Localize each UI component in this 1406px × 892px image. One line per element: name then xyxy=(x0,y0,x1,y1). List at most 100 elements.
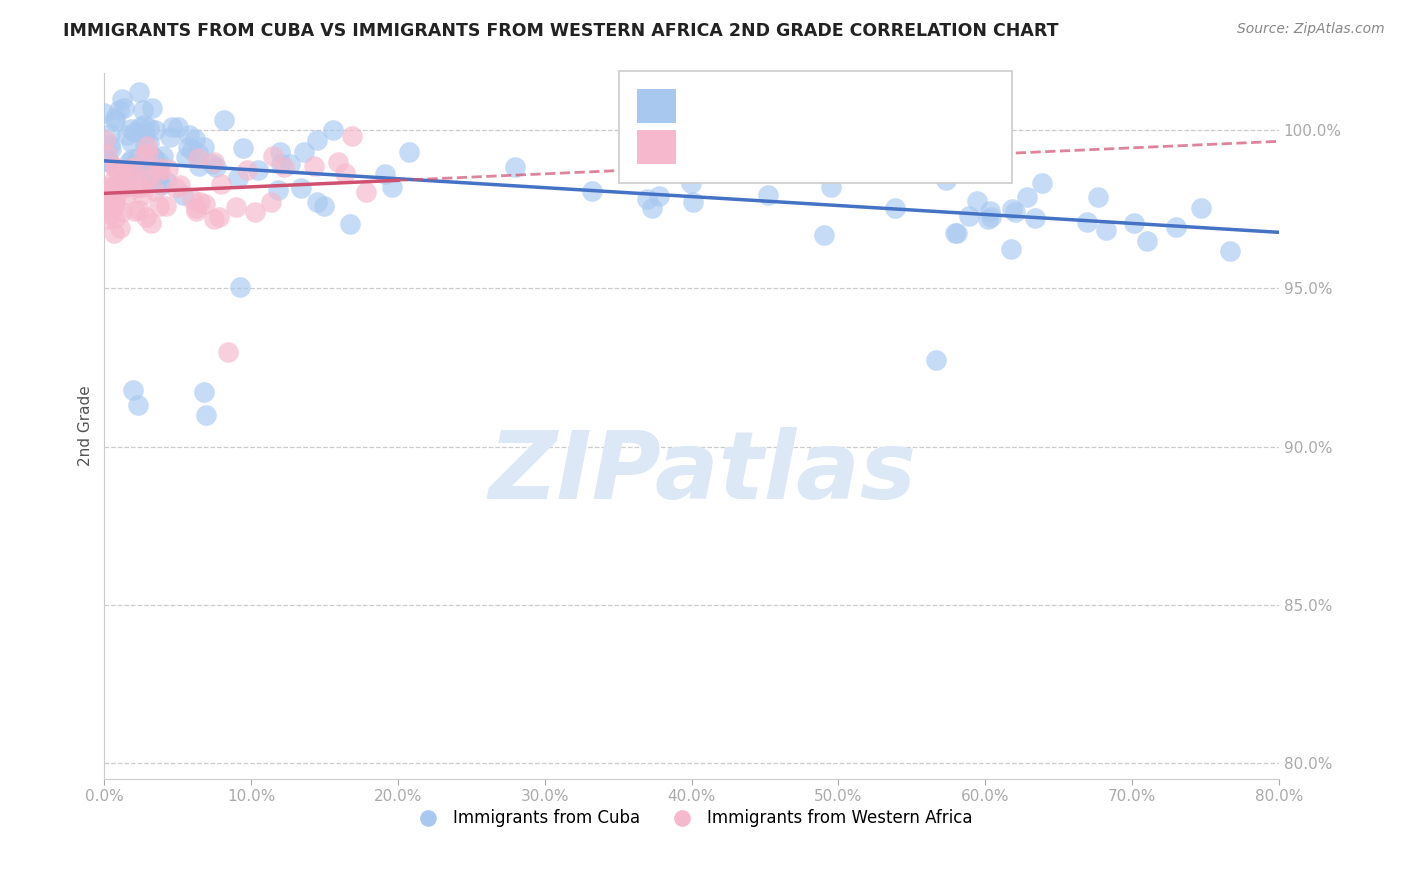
Point xyxy=(1024,211,1046,226)
Point xyxy=(980,211,1002,225)
Point xyxy=(107,172,129,186)
Text: IMMIGRANTS FROM CUBA VS IMMIGRANTS FROM WESTERN AFRICA 2ND GRADE CORRELATION CHA: IMMIGRANTS FROM CUBA VS IMMIGRANTS FROM … xyxy=(63,22,1059,40)
Point xyxy=(1000,202,1022,216)
Point xyxy=(135,171,157,186)
Point xyxy=(94,197,117,211)
Point xyxy=(648,189,671,203)
Point xyxy=(121,165,143,179)
Point xyxy=(187,145,209,160)
Point xyxy=(201,157,224,171)
Point xyxy=(127,397,149,411)
Point xyxy=(381,180,404,194)
Point xyxy=(132,118,155,132)
Point xyxy=(177,139,200,153)
Point xyxy=(172,188,194,202)
Point xyxy=(138,121,160,136)
Point xyxy=(167,120,190,134)
Point xyxy=(1095,223,1118,237)
Point xyxy=(155,199,177,213)
Text: R =: R = xyxy=(685,97,724,115)
Text: N =: N = xyxy=(790,97,842,115)
Point xyxy=(134,128,156,142)
Text: 0.211: 0.211 xyxy=(724,139,782,157)
Point xyxy=(184,131,207,145)
Point xyxy=(503,160,526,174)
Point xyxy=(120,161,142,176)
Point xyxy=(339,217,361,231)
Point xyxy=(121,152,143,166)
Point xyxy=(398,145,420,159)
Point xyxy=(187,151,209,165)
Point xyxy=(139,169,162,183)
Point xyxy=(228,279,250,293)
Text: 75: 75 xyxy=(831,139,853,157)
Point xyxy=(103,173,125,187)
Point xyxy=(202,212,225,227)
Point xyxy=(135,139,157,153)
Point xyxy=(141,159,163,173)
Point xyxy=(104,182,127,196)
Point xyxy=(236,162,259,177)
Point xyxy=(104,161,127,175)
Point xyxy=(976,212,998,227)
Point xyxy=(292,145,315,159)
Point xyxy=(148,173,170,187)
Point xyxy=(148,164,170,178)
Point xyxy=(1087,189,1109,203)
Point xyxy=(340,128,363,143)
Point xyxy=(184,204,207,219)
Point xyxy=(104,199,127,213)
Point xyxy=(209,178,232,192)
Point xyxy=(983,165,1005,179)
Point xyxy=(756,188,779,202)
Text: 125: 125 xyxy=(831,97,865,115)
Point xyxy=(115,179,138,194)
Point xyxy=(138,136,160,150)
Point xyxy=(115,187,138,202)
Point xyxy=(120,135,142,149)
Point xyxy=(177,128,200,142)
Point xyxy=(96,182,118,196)
Point xyxy=(96,199,118,213)
Point xyxy=(869,162,891,177)
Point xyxy=(100,142,122,156)
Point xyxy=(212,113,235,128)
Point xyxy=(194,197,217,211)
Point xyxy=(157,162,180,177)
Point xyxy=(111,92,134,106)
Point xyxy=(208,210,231,224)
Point xyxy=(1136,235,1159,249)
Point xyxy=(148,167,170,181)
Point xyxy=(98,188,121,202)
Point xyxy=(100,207,122,221)
Point xyxy=(117,178,139,193)
Point xyxy=(138,175,160,189)
Point xyxy=(141,216,163,230)
Point xyxy=(1000,242,1022,256)
Point xyxy=(128,202,150,217)
Point xyxy=(108,221,131,235)
Point xyxy=(187,159,209,173)
Point xyxy=(132,103,155,117)
Point xyxy=(307,132,329,146)
Point xyxy=(97,200,120,214)
Point xyxy=(326,155,349,169)
Point xyxy=(134,138,156,153)
Point xyxy=(193,385,215,400)
Point xyxy=(641,201,664,215)
Point xyxy=(127,180,149,194)
Point xyxy=(152,149,174,163)
Point xyxy=(314,199,336,213)
Point xyxy=(943,226,966,240)
Point xyxy=(93,106,115,120)
Point xyxy=(110,205,132,219)
Point xyxy=(118,155,141,169)
Point xyxy=(195,408,218,422)
Point xyxy=(307,195,329,210)
Point xyxy=(98,138,121,153)
Point xyxy=(105,186,128,201)
Point xyxy=(136,146,159,161)
Point xyxy=(112,102,135,116)
Point xyxy=(186,201,208,215)
Point xyxy=(93,184,115,198)
